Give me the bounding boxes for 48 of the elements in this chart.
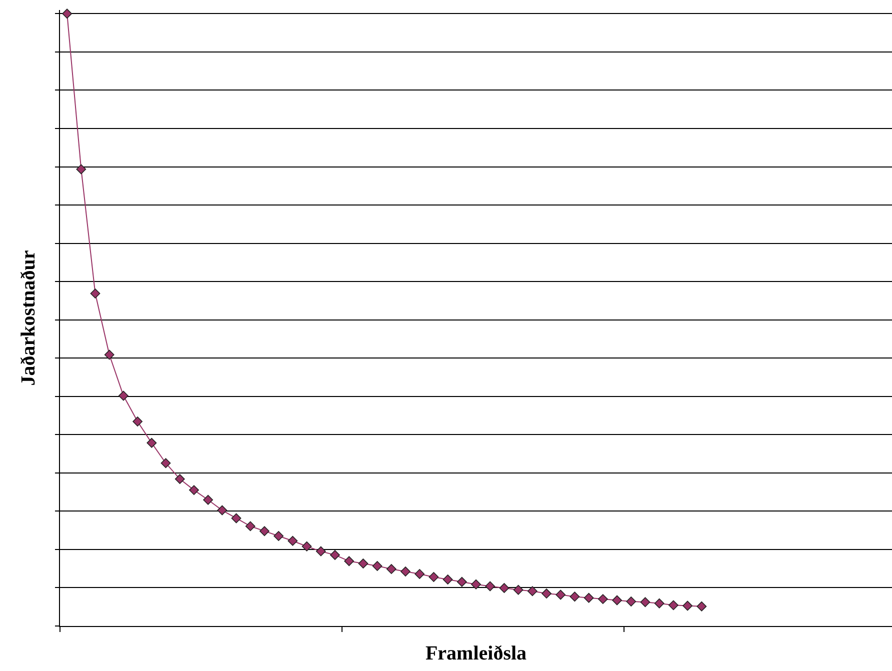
point [274, 531, 284, 541]
point [696, 601, 707, 612]
point [288, 536, 298, 546]
point [570, 592, 580, 602]
point [372, 561, 382, 571]
point [400, 566, 410, 576]
point [104, 350, 114, 360]
point [386, 564, 396, 574]
point [612, 595, 622, 606]
point [302, 541, 312, 552]
point [62, 8, 72, 19]
point [513, 584, 524, 595]
point [160, 458, 171, 468]
point [260, 526, 270, 536]
point [217, 505, 228, 516]
point [682, 600, 692, 611]
point [414, 569, 425, 579]
point [626, 596, 636, 606]
point [556, 590, 566, 600]
point [203, 494, 214, 505]
point [189, 485, 199, 496]
point [330, 550, 340, 560]
point [640, 597, 650, 608]
point [542, 588, 552, 598]
point [76, 164, 86, 174]
point [132, 416, 143, 426]
point [456, 576, 467, 587]
point [90, 288, 100, 298]
point [146, 438, 157, 448]
point [499, 583, 510, 593]
point [584, 592, 594, 603]
point [654, 598, 664, 608]
point [245, 521, 256, 532]
point [231, 513, 242, 524]
point [485, 581, 496, 592]
point [668, 600, 678, 610]
point [344, 556, 354, 566]
point [174, 474, 185, 484]
point [118, 390, 128, 401]
point [316, 546, 326, 556]
point [428, 572, 439, 582]
y-axis-title: Jaðarkostnaður [18, 250, 40, 386]
point [527, 586, 538, 596]
point [358, 558, 368, 568]
x-axis-title: Framleiðsla [425, 642, 527, 664]
point [471, 579, 481, 590]
point [442, 574, 453, 584]
point [598, 594, 608, 604]
